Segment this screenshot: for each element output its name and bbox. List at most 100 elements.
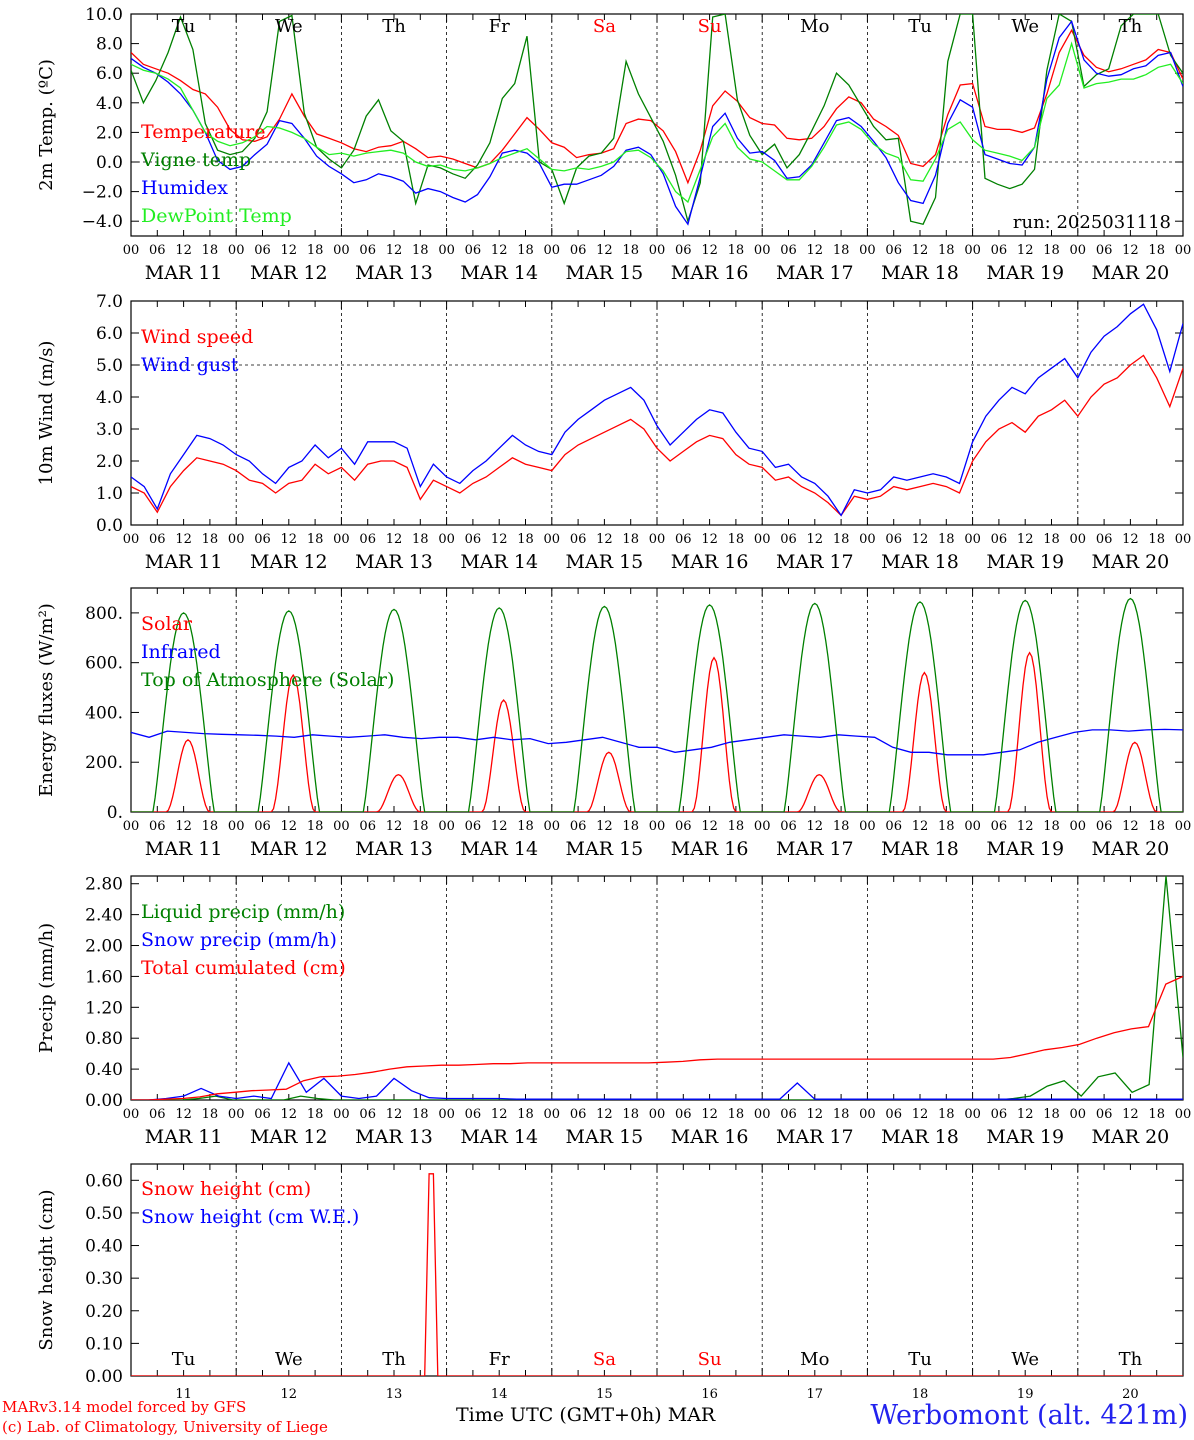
hour-tick-label: 12 [281,243,298,258]
date-label: MAR 19 [986,551,1064,573]
hour-tick-label: 06 [991,532,1008,547]
hour-tick-label: 06 [1096,532,1113,547]
hour-tick-label: 18 [517,819,534,834]
weekday-label: Su [698,1349,722,1370]
hour-tick-label: 18 [1148,819,1165,834]
hour-tick-label: 12 [491,532,508,547]
series-line-solar [131,651,1183,812]
hour-tick-label: 06 [780,243,797,258]
hour-tick-label: 00 [1070,819,1087,834]
y-tick-label: 3.0 [96,420,123,440]
legend-infrared: Infrared [141,641,221,663]
hour-tick-label: 06 [675,243,692,258]
y-tick-label: 0.50 [85,1204,123,1224]
y-tick-label: 0.10 [85,1334,123,1354]
date-label: MAR 16 [671,262,749,284]
hour-tick-label: 12 [386,243,403,258]
hour-tick-label: 18 [1148,1107,1165,1122]
hour-tick-label: 18 [517,1107,534,1122]
hour-tick-label: 12 [807,1107,824,1122]
date-label: MAR 18 [881,551,959,573]
date-label: MAR 12 [250,1126,328,1148]
y-tick-label: 4.0 [96,388,123,408]
date-label: MAR 12 [250,838,328,860]
hour-tick-label: 12 [912,532,929,547]
model-credit: MARv3.14 model forced by GFS [2,1398,247,1416]
hour-tick-label: 00 [544,532,561,547]
hour-tick-label: 06 [780,1107,797,1122]
hour-tick-label: 00 [333,1107,350,1122]
y-tick-label: 5.0 [96,356,123,376]
hour-tick-label: 00 [649,1107,666,1122]
hour-tick-label: 18 [1148,532,1165,547]
legend-dewpoint-temp: DewPoint Temp [141,205,292,227]
date-label: MAR 17 [776,1126,854,1148]
day-number-label: 20 [1122,1387,1139,1402]
hour-tick-label: 06 [1096,819,1113,834]
weekday-label: Th [1119,1349,1143,1370]
hour-tick-label: 00 [333,243,350,258]
y-tick-label: 600. [85,654,123,674]
y-axis-label: Snow height (cm) [36,1189,57,1350]
y-tick-label: 0.40 [85,1060,123,1080]
hour-tick-label: 18 [412,532,429,547]
hour-tick-label: 18 [307,532,324,547]
hour-tick-label: 12 [912,243,929,258]
hour-tick-label: 12 [701,532,718,547]
series-line-snow-precip-mm-h [131,1061,1183,1100]
hour-tick-label: 12 [701,1107,718,1122]
date-label: MAR 11 [145,1126,223,1148]
date-label: MAR 17 [776,838,854,860]
hour-tick-label: 06 [465,1107,482,1122]
series-group [131,1173,1183,1376]
date-label: MAR 16 [671,838,749,860]
hour-tick-label: 18 [622,1107,639,1122]
y-tick-label: 0.60 [85,1171,123,1191]
legend-vigne-temp: Vigne temp [140,149,251,171]
y-tick-label: 0.0 [96,153,123,173]
series-line-top-of-atmosphere-solar [131,597,1183,812]
hour-tick-label: 18 [202,243,219,258]
date-label: MAR 14 [460,262,538,284]
hour-tick-label: 12 [1017,532,1034,547]
date-label: MAR 16 [671,1126,749,1148]
hour-tick-label: 00 [123,243,140,258]
day-number-label: 18 [912,1387,929,1402]
hour-tick-label: 12 [175,1107,192,1122]
date-label: MAR 16 [671,551,749,573]
hour-tick-label: 18 [1043,819,1060,834]
hour-tick-label: 12 [175,819,192,834]
hour-tick-label: 00 [438,819,455,834]
hour-tick-label: 06 [675,532,692,547]
hour-tick-label: 00 [1175,243,1192,258]
y-tick-label: 6.0 [96,324,123,344]
hour-tick-label: 12 [701,243,718,258]
date-label: MAR 20 [1092,551,1170,573]
y-axis-label: Precip (mm/h) [36,923,57,1053]
series-line-snow-height-cm [131,1173,1183,1376]
y-tick-label: 0.00 [85,1367,123,1387]
weekday-label: Tu [172,16,196,37]
hour-tick-label: 00 [1175,819,1192,834]
hour-tick-label: 18 [622,819,639,834]
hour-tick-label: 12 [175,532,192,547]
day-number-label: 19 [1017,1387,1034,1402]
hour-tick-label: 18 [412,243,429,258]
hour-tick-label: 00 [333,819,350,834]
hour-tick-label: 12 [386,532,403,547]
hour-tick-label: 12 [1122,1107,1139,1122]
hour-tick-label: 06 [359,532,376,547]
weekday-label: Mo [800,1349,829,1370]
date-label: MAR 14 [460,1126,538,1148]
hour-tick-label: 18 [1148,243,1165,258]
hour-tick-label: 06 [359,243,376,258]
hour-tick-label: 00 [754,243,771,258]
hour-tick-label: 00 [228,1107,245,1122]
weekday-label: Th [1119,16,1143,37]
hour-tick-label: 18 [1043,532,1060,547]
legend-top-of-atmosphere-solar: Top of Atmosphere (Solar) [141,669,394,691]
hour-tick-label: 12 [386,1107,403,1122]
weekday-label: Mo [800,16,829,37]
weekday-label: Su [698,16,722,37]
date-label: MAR 12 [250,551,328,573]
